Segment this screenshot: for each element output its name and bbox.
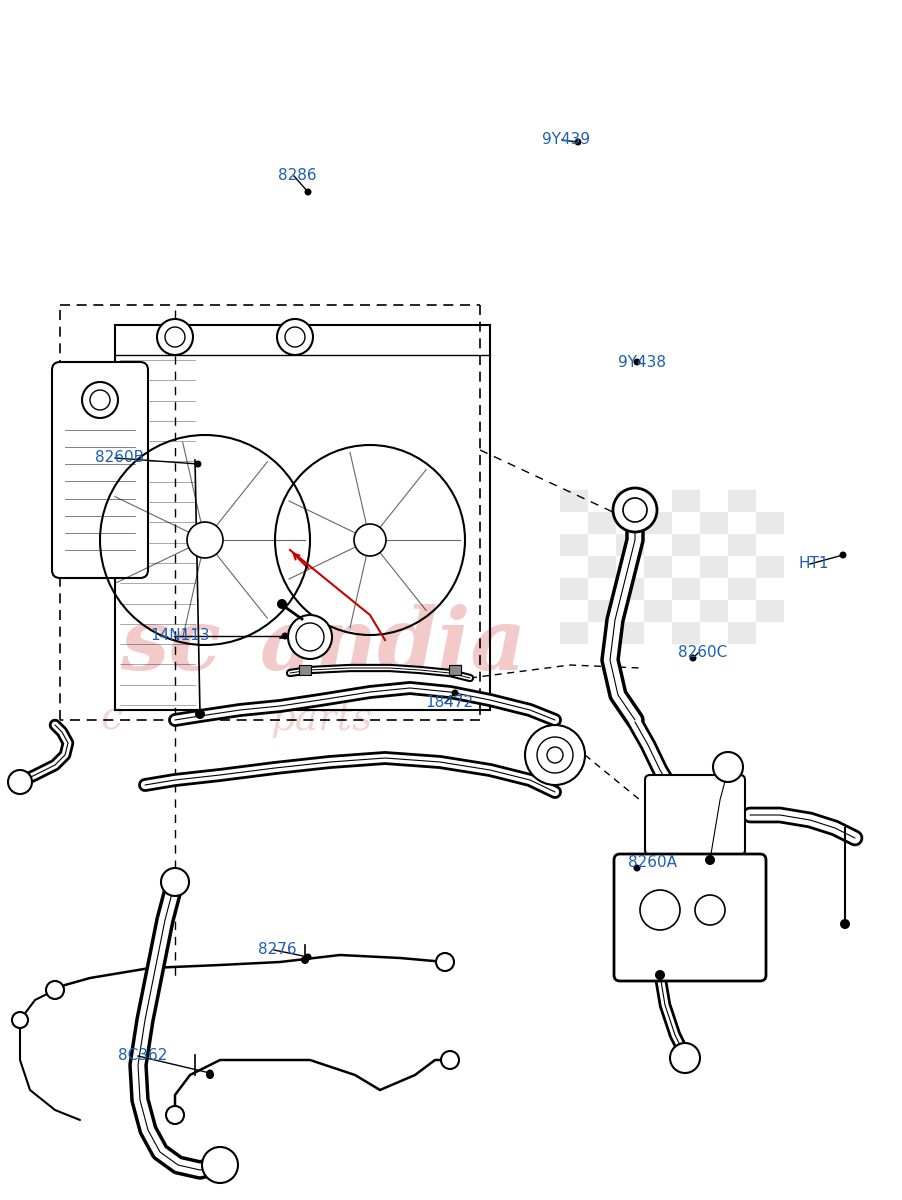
Circle shape: [630, 510, 640, 520]
Circle shape: [613, 488, 657, 532]
Bar: [756, 600, 784, 622]
Circle shape: [166, 1106, 184, 1124]
Circle shape: [207, 1069, 214, 1076]
Circle shape: [285, 326, 305, 347]
Circle shape: [840, 552, 846, 558]
Circle shape: [206, 1070, 214, 1079]
Circle shape: [157, 319, 193, 355]
Text: 8260C: 8260C: [678, 646, 727, 660]
Circle shape: [281, 632, 289, 640]
Bar: [672, 534, 700, 556]
Bar: [728, 490, 756, 512]
Circle shape: [161, 868, 189, 896]
Bar: [672, 490, 700, 512]
Circle shape: [187, 522, 223, 558]
Circle shape: [354, 524, 386, 556]
Text: c: c: [100, 701, 122, 738]
Bar: [672, 578, 700, 600]
Circle shape: [633, 359, 640, 366]
FancyBboxPatch shape: [52, 362, 148, 578]
Circle shape: [305, 188, 311, 196]
Circle shape: [633, 864, 640, 871]
Circle shape: [46, 982, 64, 998]
Circle shape: [82, 382, 118, 418]
FancyBboxPatch shape: [614, 854, 766, 982]
Bar: [728, 622, 756, 644]
Bar: [616, 534, 644, 556]
Circle shape: [202, 1147, 238, 1183]
Circle shape: [840, 919, 850, 929]
Circle shape: [689, 654, 696, 661]
Bar: [588, 512, 616, 534]
Bar: [756, 556, 784, 578]
Bar: [672, 622, 700, 644]
Circle shape: [436, 953, 454, 971]
Bar: [644, 556, 672, 578]
Circle shape: [623, 498, 647, 522]
Text: andia: andia: [260, 604, 527, 688]
Bar: [616, 622, 644, 644]
Bar: [616, 578, 644, 600]
Circle shape: [165, 326, 185, 347]
Circle shape: [713, 752, 743, 782]
Circle shape: [195, 461, 201, 468]
Text: HT1: HT1: [798, 556, 829, 571]
Text: 8286: 8286: [278, 168, 317, 182]
Text: sc: sc: [120, 604, 221, 688]
Circle shape: [277, 599, 287, 608]
Circle shape: [8, 770, 32, 794]
Bar: [756, 512, 784, 534]
Circle shape: [441, 1051, 459, 1069]
Circle shape: [12, 1012, 28, 1028]
Bar: [616, 490, 644, 512]
Circle shape: [655, 970, 665, 980]
Circle shape: [547, 746, 563, 763]
Bar: [560, 534, 588, 556]
Text: parts: parts: [270, 701, 373, 738]
FancyBboxPatch shape: [645, 775, 745, 854]
Bar: [560, 622, 588, 644]
Circle shape: [575, 138, 582, 145]
Bar: [299, 665, 311, 674]
Circle shape: [277, 319, 313, 355]
Text: 8260B: 8260B: [95, 450, 144, 464]
Circle shape: [301, 956, 309, 964]
Bar: [644, 512, 672, 534]
Circle shape: [305, 954, 311, 960]
Circle shape: [525, 725, 585, 785]
Bar: [728, 534, 756, 556]
Bar: [449, 665, 461, 674]
Circle shape: [452, 690, 458, 696]
Text: 8C362: 8C362: [118, 1048, 168, 1063]
Bar: [700, 512, 728, 534]
Circle shape: [670, 1043, 700, 1073]
Bar: [728, 578, 756, 600]
Bar: [700, 556, 728, 578]
Text: 9Y439: 9Y439: [542, 132, 590, 146]
Bar: [560, 490, 588, 512]
Text: 18472: 18472: [425, 695, 474, 710]
Circle shape: [90, 390, 110, 410]
Circle shape: [195, 709, 205, 719]
Text: 8276: 8276: [258, 942, 297, 958]
Circle shape: [705, 854, 715, 865]
Bar: [644, 600, 672, 622]
Bar: [588, 600, 616, 622]
Text: 9Y438: 9Y438: [618, 355, 666, 370]
Text: 14N113: 14N113: [150, 628, 209, 643]
Bar: [700, 600, 728, 622]
Bar: [588, 556, 616, 578]
Bar: [560, 578, 588, 600]
Text: 8260A: 8260A: [628, 854, 677, 870]
Circle shape: [288, 614, 332, 659]
